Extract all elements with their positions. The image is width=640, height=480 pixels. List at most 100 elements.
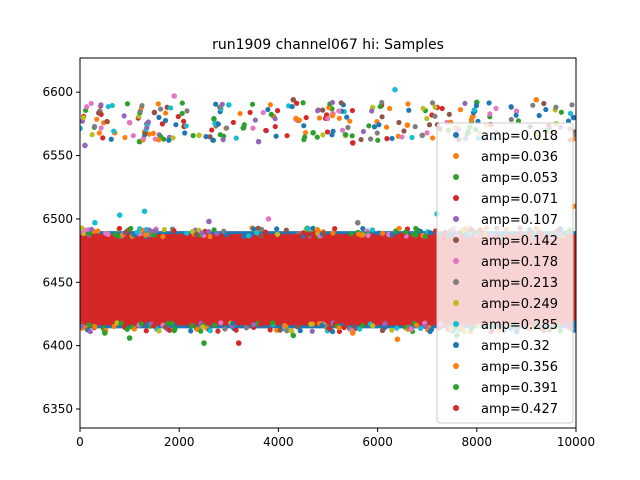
scatter-point (315, 108, 321, 114)
y-axis: 6350 6400 6450 6500 6550 6600 (42, 85, 80, 416)
scatter-point (384, 136, 390, 142)
scatter-point (377, 103, 383, 110)
legend-label: amp=0.32 (481, 339, 550, 354)
scatter-point (183, 123, 189, 129)
band-speckle (300, 230, 307, 236)
band-speckle (274, 226, 280, 232)
scatter-point (374, 130, 380, 136)
band-speckle (427, 230, 433, 236)
band-speckle (358, 232, 364, 238)
scatter-point (412, 124, 418, 130)
scatter-point (513, 112, 519, 118)
scatter-point (155, 101, 161, 107)
scatter-point (215, 121, 221, 127)
band-speckle (369, 227, 376, 233)
scatter-point (89, 132, 95, 138)
y-tick-label: 6400 (42, 339, 73, 353)
legend-label: amp=0.053 (481, 171, 558, 186)
band-speckle (207, 328, 213, 334)
scatter-point (216, 104, 223, 110)
band-speckle (80, 225, 85, 231)
band-speckle (254, 230, 260, 236)
band-speckle (428, 327, 435, 333)
band-speckle (251, 321, 257, 328)
band-speckle (87, 328, 93, 335)
scatter-point (184, 108, 190, 114)
scatter-point (179, 100, 185, 106)
scatter-point (290, 97, 297, 103)
band-speckle (189, 323, 195, 329)
scatter-point (343, 132, 349, 138)
scatter-point (190, 133, 196, 139)
band-speckle (114, 320, 120, 326)
scatter-point (94, 116, 100, 122)
scatter-point (179, 110, 185, 117)
scatter-point (329, 99, 336, 106)
scatter-point (324, 129, 331, 135)
band-speckle (269, 320, 276, 326)
band-speckle (408, 326, 415, 332)
scatter-point (508, 116, 514, 123)
scatter-point (252, 117, 258, 123)
scatter-point (573, 132, 576, 138)
band-speckle (262, 229, 269, 235)
band-speckle (80, 323, 84, 330)
scatter-point (163, 110, 169, 116)
scatter-point (487, 111, 493, 117)
scatter-point (126, 335, 133, 341)
legend-marker (453, 216, 459, 222)
scatter-point (235, 340, 242, 346)
legend-label: amp=0.285 (481, 318, 558, 333)
y-tick-label: 6350 (42, 402, 73, 416)
scatter-point (233, 135, 239, 141)
scatter-point (379, 99, 385, 106)
band-speckle (87, 231, 93, 237)
scatter-point (432, 113, 438, 119)
band-speckle (134, 229, 140, 235)
band-speckle (189, 229, 196, 235)
band-speckle (414, 322, 420, 328)
band-speckle (359, 322, 366, 329)
legend-marker (453, 384, 459, 390)
band-speckle (370, 323, 376, 329)
legend-label: amp=0.142 (481, 234, 558, 249)
scatter-point (366, 123, 372, 129)
band-speckle (131, 326, 138, 332)
scatter-point (171, 93, 178, 99)
band-speckle (295, 233, 301, 239)
legend: amp=0.018 amp=0.036 amp=0.053 amp=0.071 amp=… (436, 122, 574, 424)
scatter-point (432, 104, 438, 110)
scatter-point (162, 117, 169, 124)
scatter-point (349, 133, 355, 139)
band-speckle (297, 328, 303, 334)
scatter-point (220, 137, 226, 143)
scatter-point (95, 110, 102, 116)
scatter-point (272, 123, 278, 130)
band-speckle (348, 231, 354, 237)
scatter-point (104, 118, 110, 125)
scatter-point (247, 109, 253, 116)
band-speckle (230, 320, 236, 327)
band-speckle (143, 328, 149, 334)
scatter-point (376, 122, 382, 128)
scatter-point (399, 134, 405, 140)
band-speckle (326, 325, 333, 331)
band-speckle (389, 231, 395, 238)
band-speckle (251, 226, 257, 232)
scatter-point (88, 100, 94, 107)
legend-label: amp=0.249 (481, 297, 558, 312)
legend-marker (453, 279, 459, 285)
scatter-point (170, 135, 176, 141)
scatter-point (396, 119, 402, 126)
scatter-point (515, 118, 522, 124)
scatter-point (296, 117, 303, 123)
scatter-point (336, 108, 342, 114)
band-speckle (211, 227, 217, 233)
scatter-point (196, 132, 202, 139)
legend-marker (453, 132, 459, 138)
band-speckle (80, 229, 83, 235)
scatter-point (406, 107, 412, 113)
scatter-point (401, 128, 407, 134)
scatter-point (145, 119, 152, 125)
band-speckle (222, 326, 228, 332)
